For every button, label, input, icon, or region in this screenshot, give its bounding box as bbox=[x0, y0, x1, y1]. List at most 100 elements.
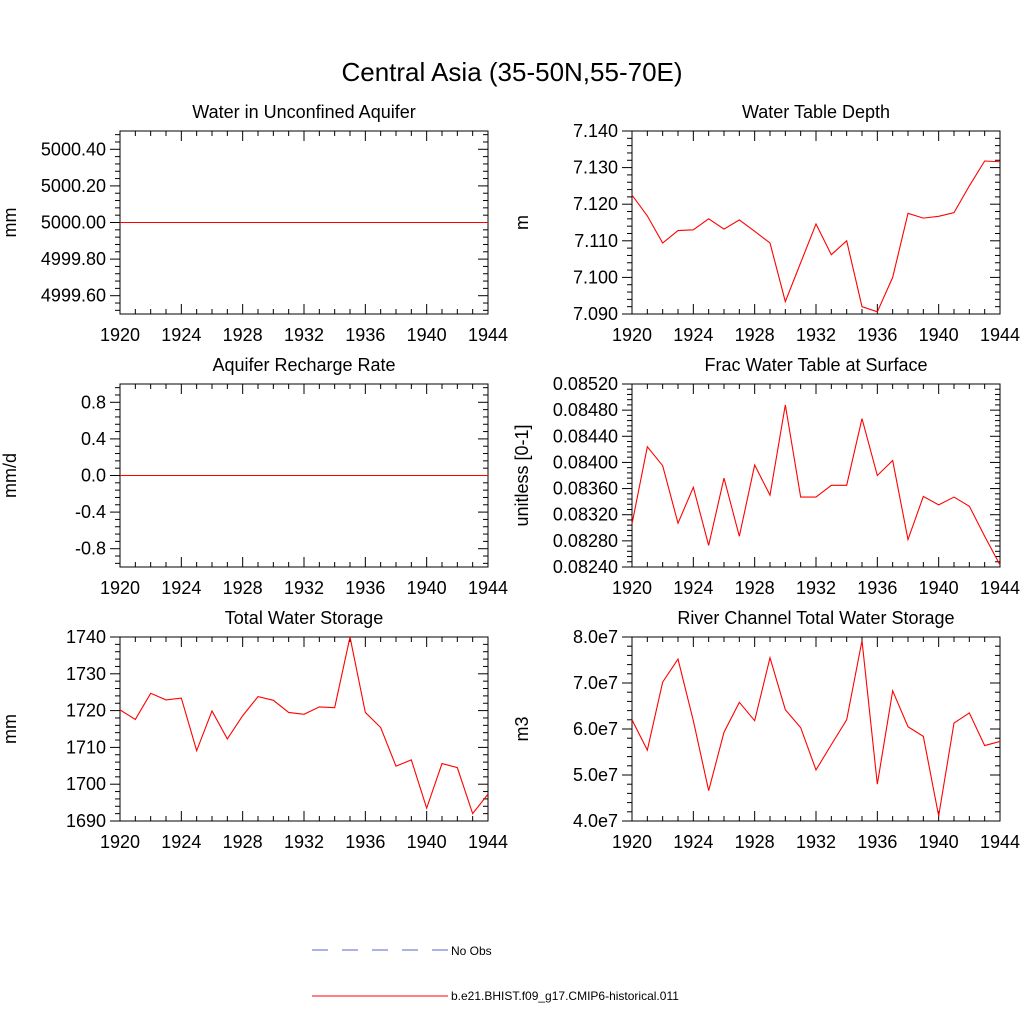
x-tick-label: 1940 bbox=[919, 325, 959, 345]
x-tick-label: 1940 bbox=[919, 832, 959, 852]
x-tick-label: 1944 bbox=[980, 832, 1020, 852]
x-tick-label: 1928 bbox=[223, 578, 263, 598]
x-tick-label: 1924 bbox=[161, 578, 201, 598]
y-tick-label: 0.08240 bbox=[553, 557, 618, 577]
x-tick-label: 1944 bbox=[980, 578, 1020, 598]
series-line bbox=[631, 404, 1001, 566]
y-tick-label: 7.100 bbox=[573, 267, 618, 287]
y-tick-label: 0.08440 bbox=[553, 426, 618, 446]
x-tick-label: 1944 bbox=[468, 325, 508, 345]
y-tick-label: 0.08280 bbox=[553, 531, 618, 551]
x-tick-label: 1920 bbox=[100, 578, 140, 598]
y-axis-label: m bbox=[512, 215, 532, 230]
plot-frame bbox=[631, 636, 1001, 822]
y-axis-label: m3 bbox=[512, 716, 532, 741]
x-tick-label: 1928 bbox=[735, 832, 775, 852]
x-tick-label: 1936 bbox=[345, 832, 385, 852]
series-line bbox=[631, 640, 1001, 817]
y-tick-label: 0.08480 bbox=[553, 400, 618, 420]
y-tick-label: -0.8 bbox=[75, 539, 106, 559]
y-tick-label: 1730 bbox=[66, 664, 106, 684]
y-tick-label: 6.0e7 bbox=[573, 719, 618, 739]
x-tick-label: 1940 bbox=[407, 325, 447, 345]
x-tick-label: 1924 bbox=[673, 578, 713, 598]
y-tick-label: 0.4 bbox=[81, 429, 106, 449]
x-tick-label: 1920 bbox=[612, 578, 652, 598]
x-tick-label: 1920 bbox=[100, 325, 140, 345]
series-line bbox=[119, 636, 489, 815]
x-tick-label: 1924 bbox=[161, 832, 201, 852]
x-tick-label: 1936 bbox=[857, 325, 897, 345]
y-tick-label: 5000.40 bbox=[41, 139, 106, 159]
y-tick-label: 8.0e7 bbox=[573, 627, 618, 647]
x-tick-label: 1936 bbox=[345, 578, 385, 598]
plot-frame bbox=[631, 130, 1001, 315]
x-tick-label: 1928 bbox=[735, 578, 775, 598]
x-tick-label: 1936 bbox=[857, 578, 897, 598]
panel-title: Frac Water Table at Surface bbox=[704, 355, 927, 375]
x-tick-label: 1940 bbox=[407, 832, 447, 852]
y-tick-label: 7.110 bbox=[574, 231, 618, 251]
panel-title: Aquifer Recharge Rate bbox=[212, 355, 395, 375]
x-tick-label: 1944 bbox=[468, 832, 508, 852]
chart-panel: Water Table Depth m 1920 1924 1928 1932 1936 19… bbox=[512, 102, 1020, 345]
chart-panel: Frac Water Table at Surface unitless [0-1… bbox=[512, 355, 1020, 598]
y-tick-label: 0.8 bbox=[81, 392, 106, 412]
x-tick-label: 1936 bbox=[857, 832, 897, 852]
x-tick-label: 1932 bbox=[796, 325, 836, 345]
chart-panel: River Channel Total Water Storage m3 1920 1… bbox=[512, 608, 1020, 852]
y-tick-label: 0.08400 bbox=[553, 452, 618, 472]
legend-model-label: b.e21.BHIST.f09_g17.CMIP6-historical.011 bbox=[451, 989, 679, 1003]
y-tick-label: 1740 bbox=[66, 627, 106, 647]
chart-panel: Total Water Storage mm 1920 1924 1928 1932 193… bbox=[0, 608, 508, 852]
y-axis-label: mm bbox=[0, 714, 20, 744]
plot-frame bbox=[119, 636, 489, 822]
y-tick-label: 7.0e7 bbox=[573, 673, 618, 693]
x-tick-label: 1920 bbox=[612, 325, 652, 345]
x-tick-label: 1932 bbox=[796, 578, 836, 598]
y-tick-label: 1720 bbox=[66, 701, 106, 721]
legend-obs-label: No Obs bbox=[451, 944, 492, 958]
panel-title: River Channel Total Water Storage bbox=[677, 608, 954, 628]
y-axis-label: unitless [0-1] bbox=[512, 424, 532, 526]
x-tick-label: 1944 bbox=[468, 578, 508, 598]
y-tick-label: 0.08360 bbox=[553, 479, 618, 499]
x-tick-label: 1932 bbox=[284, 832, 324, 852]
y-tick-label: 0.08520 bbox=[553, 374, 618, 394]
y-tick-label: 0.0 bbox=[81, 466, 106, 486]
y-tick-label: 4.0e7 bbox=[573, 811, 618, 831]
x-tick-label: 1920 bbox=[100, 832, 140, 852]
chart-panel: Water in Unconfined Aquifer mm 1920 1924 192… bbox=[0, 102, 508, 345]
y-tick-label: 4999.60 bbox=[41, 286, 106, 306]
legend: No Obs b.e21.BHIST.f09_g17.CMIP6-histori… bbox=[312, 944, 679, 1003]
plot-frame bbox=[631, 383, 1001, 568]
y-axis-label: mm bbox=[0, 208, 20, 238]
x-tick-label: 1924 bbox=[673, 832, 713, 852]
x-tick-label: 1928 bbox=[223, 832, 263, 852]
y-tick-label: 7.090 bbox=[573, 304, 618, 324]
y-tick-label: 4999.80 bbox=[41, 249, 106, 269]
figure-title: Central Asia (35-50N,55-70E) bbox=[341, 57, 682, 87]
x-tick-label: 1932 bbox=[284, 325, 324, 345]
chart-panel: Aquifer Recharge Rate mm/d 1920 1924 1928 193… bbox=[0, 355, 508, 598]
x-tick-label: 1936 bbox=[345, 325, 385, 345]
x-tick-label: 1940 bbox=[919, 578, 959, 598]
y-tick-label: 5000.20 bbox=[41, 176, 106, 196]
x-tick-label: 1920 bbox=[612, 832, 652, 852]
panel-title: Water in Unconfined Aquifer bbox=[192, 102, 415, 122]
y-tick-label: 5.0e7 bbox=[573, 765, 618, 785]
panel-title: Total Water Storage bbox=[225, 608, 383, 628]
x-tick-label: 1932 bbox=[284, 578, 324, 598]
y-tick-label: 7.120 bbox=[573, 194, 618, 214]
y-tick-label: 7.130 bbox=[573, 158, 618, 178]
x-tick-label: 1928 bbox=[735, 325, 775, 345]
x-tick-label: 1928 bbox=[223, 325, 263, 345]
x-tick-label: 1924 bbox=[161, 325, 201, 345]
x-tick-label: 1940 bbox=[407, 578, 447, 598]
y-tick-label: 1690 bbox=[66, 811, 106, 831]
y-axis-label: mm/d bbox=[0, 453, 20, 498]
x-tick-label: 1924 bbox=[673, 325, 713, 345]
y-tick-label: 1700 bbox=[66, 774, 106, 794]
x-tick-label: 1944 bbox=[980, 325, 1020, 345]
